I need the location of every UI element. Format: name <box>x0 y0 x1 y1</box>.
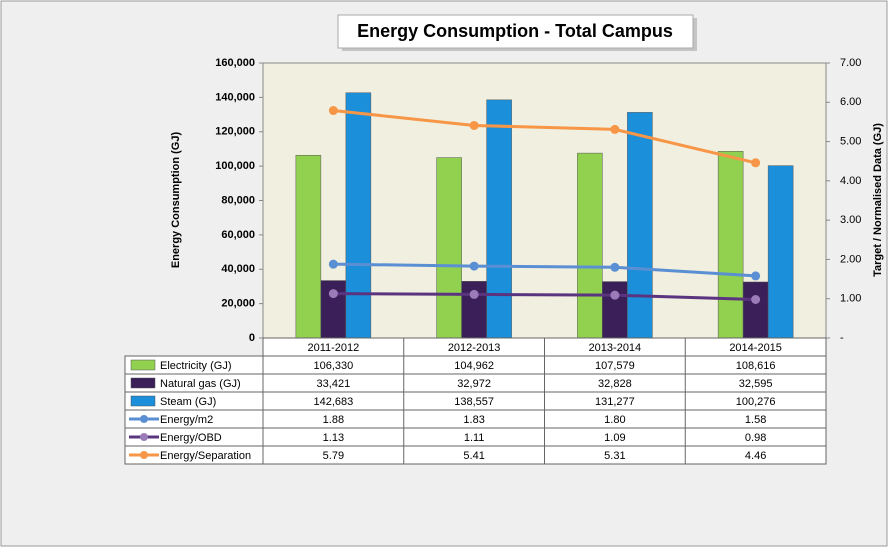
y-axis-title: Energy Consumption (GJ) <box>170 132 182 269</box>
marker <box>328 106 338 116</box>
table-value: 1.83 <box>463 414 484 426</box>
legend-swatch <box>130 359 156 371</box>
y2-tick-label: 3.00 <box>840 214 861 226</box>
bar <box>461 281 487 339</box>
table-value: 1.13 <box>323 432 344 444</box>
x-tick-label: 2011-2012 <box>307 342 359 354</box>
y-tick-label: 0 <box>249 332 255 344</box>
table-value: 108,616 <box>736 360 776 372</box>
bar <box>717 151 744 339</box>
legend-label: Energy/Separation <box>160 450 251 462</box>
y-tick-label: 100,000 <box>215 160 255 172</box>
line <box>333 292 756 301</box>
line <box>333 262 756 278</box>
y-tick-label: 160,000 <box>215 57 255 69</box>
bar <box>345 92 372 339</box>
marker <box>469 120 479 130</box>
y-tick-label: 40,000 <box>221 263 255 275</box>
marker <box>610 262 620 272</box>
table-value: 0.98 <box>745 432 766 444</box>
y-tick-label: 140,000 <box>215 91 255 103</box>
legend-label: Steam (GJ) <box>160 396 216 408</box>
table-value: 1.80 <box>604 414 625 426</box>
bar <box>742 281 769 339</box>
table-value: 32,828 <box>598 378 632 390</box>
table-value: 1.09 <box>604 432 625 444</box>
legend-swatch <box>140 415 148 423</box>
bar <box>577 152 603 339</box>
bar <box>767 165 794 339</box>
legend-swatch <box>140 433 148 441</box>
legend-swatch <box>130 395 156 407</box>
table-value: 106,330 <box>313 360 353 372</box>
marker <box>469 261 479 271</box>
y2-tick-label: 5.00 <box>840 135 861 147</box>
y2-tick-label: - <box>840 332 844 344</box>
bar <box>295 154 322 339</box>
marker <box>328 259 338 269</box>
table-value: 5.31 <box>604 450 625 462</box>
marker <box>610 124 620 134</box>
line <box>333 109 756 165</box>
table-value: 1.88 <box>323 414 344 426</box>
table-value: 33,421 <box>317 378 351 390</box>
table-value: 5.79 <box>323 450 344 462</box>
table-value: 138,557 <box>454 396 494 408</box>
table-value: 1.11 <box>464 432 485 444</box>
table-value: 107,579 <box>595 360 635 372</box>
legend-swatch <box>130 377 156 389</box>
table-value: 142,683 <box>313 396 353 408</box>
legend-label: Energy/m2 <box>160 414 213 426</box>
y-tick-label: 80,000 <box>221 194 255 206</box>
legend-swatch <box>140 451 148 459</box>
y2-tick-label: 2.00 <box>840 253 861 265</box>
legend-label: Energy/OBD <box>160 432 222 444</box>
table-value: 32,972 <box>457 378 491 390</box>
legend-label: Natural gas (GJ) <box>160 378 241 390</box>
y2-tick-label: 6.00 <box>840 96 861 108</box>
y-tick-label: 20,000 <box>221 298 255 310</box>
marker <box>469 289 479 299</box>
marker <box>751 158 761 168</box>
table-value: 5.41 <box>463 450 484 462</box>
x-tick-label: 2012-2013 <box>448 342 501 354</box>
y2-tick-label: 4.00 <box>840 175 861 187</box>
chart-title: Energy Consumption - Total Campus <box>357 21 673 41</box>
table-value: 104,962 <box>454 360 494 372</box>
bar <box>436 157 462 339</box>
x-tick-label: 2013-2014 <box>589 342 642 354</box>
legend-label: Electricity (GJ) <box>160 360 232 372</box>
marker <box>610 290 620 300</box>
y-tick-label: 60,000 <box>221 229 255 241</box>
bar <box>486 99 512 339</box>
y2-tick-label: 7.00 <box>840 57 861 69</box>
marker <box>328 289 338 299</box>
table-value: 1.58 <box>745 414 766 426</box>
marker <box>751 295 761 304</box>
table-value: 131,277 <box>595 396 635 408</box>
table-value: 32,595 <box>739 378 773 390</box>
bar <box>627 112 653 339</box>
y-tick-label: 120,000 <box>215 126 255 138</box>
title-box <box>337 14 694 49</box>
bar <box>602 281 628 339</box>
table-value: 100,276 <box>736 396 776 408</box>
table-value: 4.46 <box>745 450 766 462</box>
y2-tick-label: 1.00 <box>840 293 861 305</box>
y2-axis-title: Target / Normalised Data (GJ) <box>872 123 884 277</box>
marker <box>751 271 761 281</box>
x-tick-label: 2014-2015 <box>729 342 782 354</box>
